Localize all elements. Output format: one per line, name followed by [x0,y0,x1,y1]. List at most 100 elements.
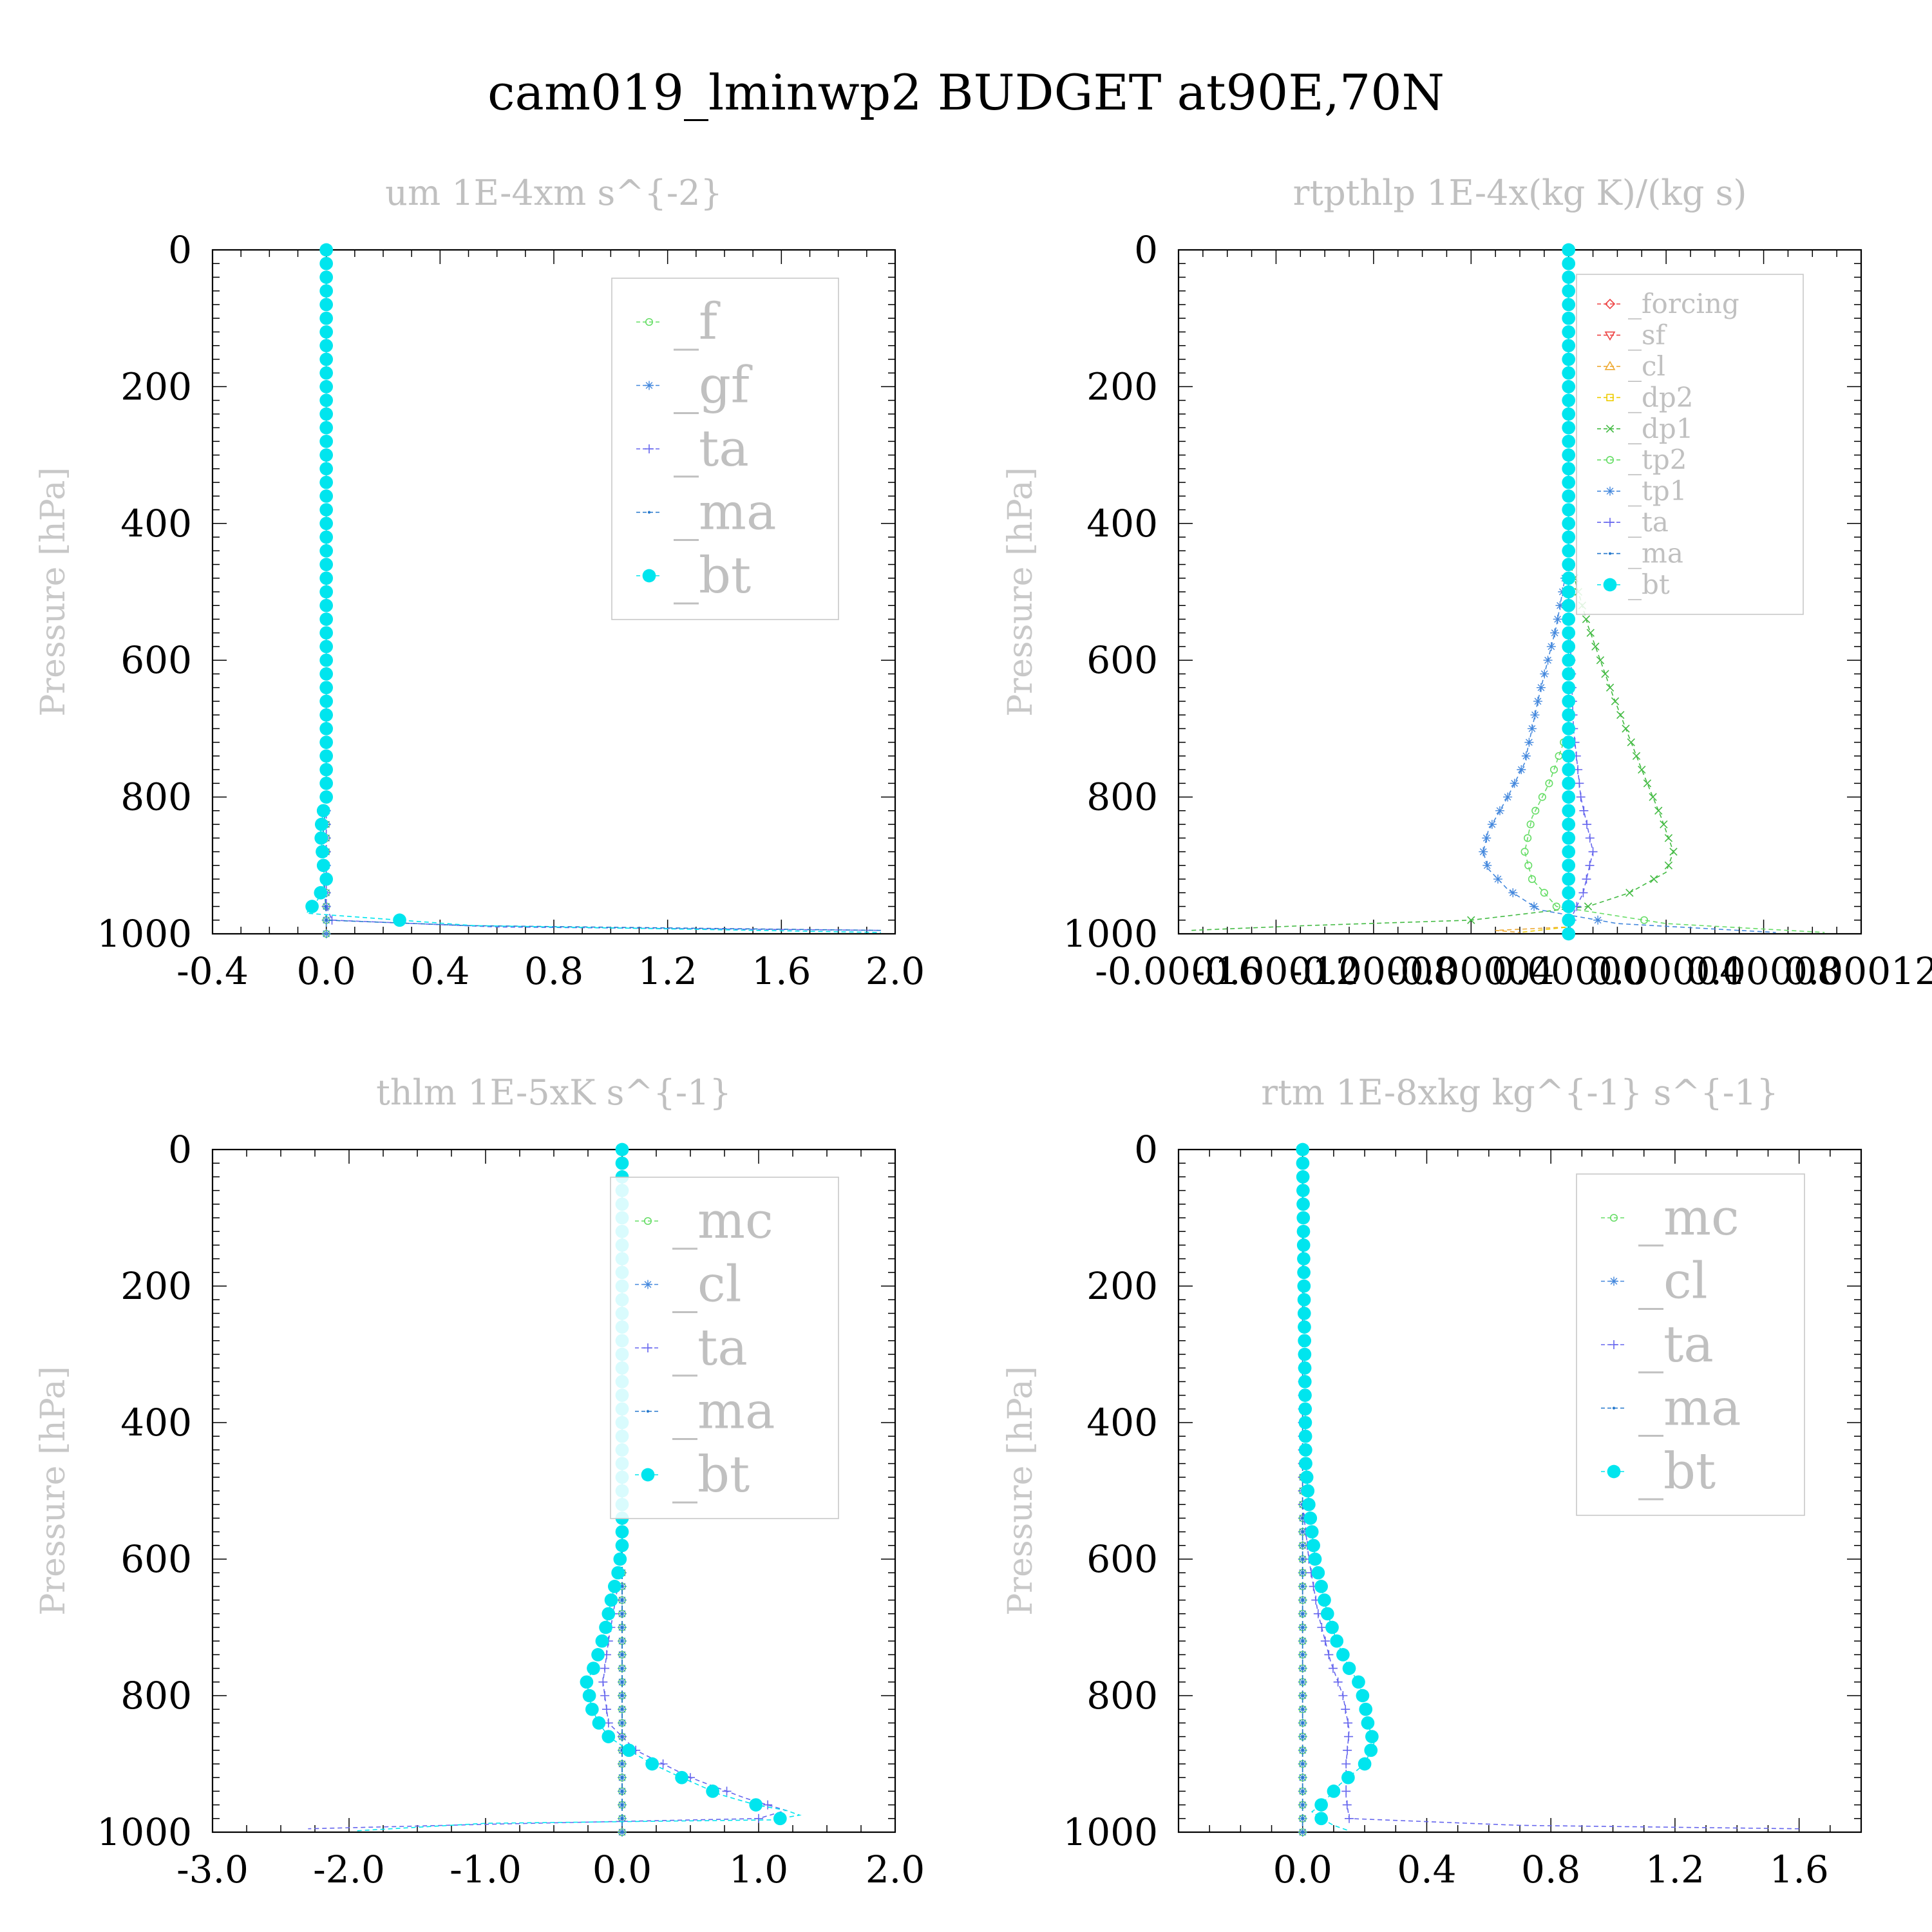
y-tick-label: 1000 [1063,1810,1158,1854]
data-point [1562,667,1576,681]
data-point [620,1640,624,1643]
legend-marker [643,1217,652,1226]
data-point [620,1762,624,1766]
x-tick-label: 1.0 [729,1848,788,1891]
legend-marker [1612,1406,1616,1410]
legend-marker [645,444,654,453]
data-point [1627,738,1635,746]
legend-label: _ma [1638,1379,1741,1437]
legend-label: _cl [1638,1253,1708,1311]
data-point [1562,831,1576,845]
y-axis-label: Pressure [hPa] [1001,467,1040,716]
y-tick-label: 400 [1086,1401,1158,1444]
data-point [1301,1612,1304,1615]
data-point [319,639,334,654]
data-point [620,1790,624,1793]
data-point [316,858,330,873]
legend-marker [1606,393,1614,402]
data-point [319,558,334,571]
data-point [1301,1585,1304,1588]
data-point [607,1580,621,1593]
legend: _mc _cl_ta _ma_bt [610,1177,839,1519]
data-point [1296,1142,1310,1157]
legend-label: _ma [674,484,776,542]
data-point [1302,1497,1316,1511]
data-point [1303,1511,1318,1525]
figure-title: cam019_lminwp2 BUDGET at90E,70N [488,64,1444,121]
data-point [1664,834,1673,842]
x-tick-label: 0.4 [410,949,469,993]
data-point [1298,1375,1312,1388]
data-point [1301,1776,1304,1779]
data-point [615,1156,629,1170]
legend-label: _ta [674,420,749,478]
data-point [1314,1812,1328,1826]
legend-label: _f [674,293,721,351]
data-point [1562,790,1576,804]
data-point [1342,1662,1356,1675]
y-tick-label: 600 [120,638,192,682]
data-point [1591,642,1600,651]
data-point [1649,793,1657,801]
data-point [1298,1334,1312,1348]
data-point [319,407,334,421]
data-point [1562,298,1576,312]
data-point [1582,875,1591,884]
legend-label: _bt [672,1446,750,1504]
x-tick-label: 0.4 [1397,1848,1456,1891]
data-point [1301,1653,1304,1656]
data-point [319,735,334,749]
data-point [1510,779,1519,788]
legend-marker [1609,1276,1618,1286]
data-point [722,1786,732,1796]
data-point [1562,489,1576,503]
x-tick-label: 0.00008 [1687,949,1841,993]
data-point [749,1798,763,1812]
legend: _forcing_sf_cl_dp2_dp1_tp2_tp1_ta_ma_bt [1576,274,1804,615]
legend-marker [1607,1464,1621,1479]
data-point [1296,1197,1310,1211]
data-point [1296,1184,1310,1197]
legend-marker [1604,331,1616,341]
data-point [1576,792,1586,802]
data-point [1575,779,1584,788]
data-point [1562,311,1576,325]
data-point [1352,1675,1365,1689]
data-point [1343,1745,1352,1755]
data-point [1298,1320,1311,1334]
data-point [1301,1830,1304,1834]
data-point [1550,628,1560,638]
data-point [1601,670,1609,678]
data-point [1616,710,1625,719]
y-axis-label: Pressure [hPa] [1001,1366,1040,1615]
data-point [324,905,327,908]
x-tick-label: -1.0 [450,1848,522,1891]
panel-title: um 1E-4xm s^{-2} [385,173,723,213]
data-point [319,243,334,257]
data-point [1301,1530,1304,1533]
data-point [321,929,331,938]
data-point [1562,626,1576,640]
legend-label: _tp2 [1628,444,1687,475]
data-point [319,448,334,462]
data-point [1526,820,1535,829]
y-tick-label: 1000 [97,912,192,956]
data-point [601,1705,611,1714]
chart-panel-1: um 1E-4xm s^{-2} Pressure [hPa] 0 200 400 600… [34,173,925,993]
data-point [1364,1743,1378,1757]
legend-label: _bt [674,547,751,605]
series-markers-bt [1562,243,1576,941]
data-point [1562,558,1576,571]
legend-marker [1608,552,1612,555]
data-point [1584,902,1593,911]
data-point [1524,834,1532,842]
data-point [600,1691,610,1700]
y-axis-label: Pressure [hPa] [34,467,73,716]
legend-label: _mc [672,1192,773,1250]
data-point [316,804,330,818]
x-tick-label: 1.2 [1645,1848,1705,1891]
data-point [1562,475,1576,489]
data-point [1336,1648,1350,1662]
data-point [620,1721,624,1725]
data-point [319,777,334,790]
